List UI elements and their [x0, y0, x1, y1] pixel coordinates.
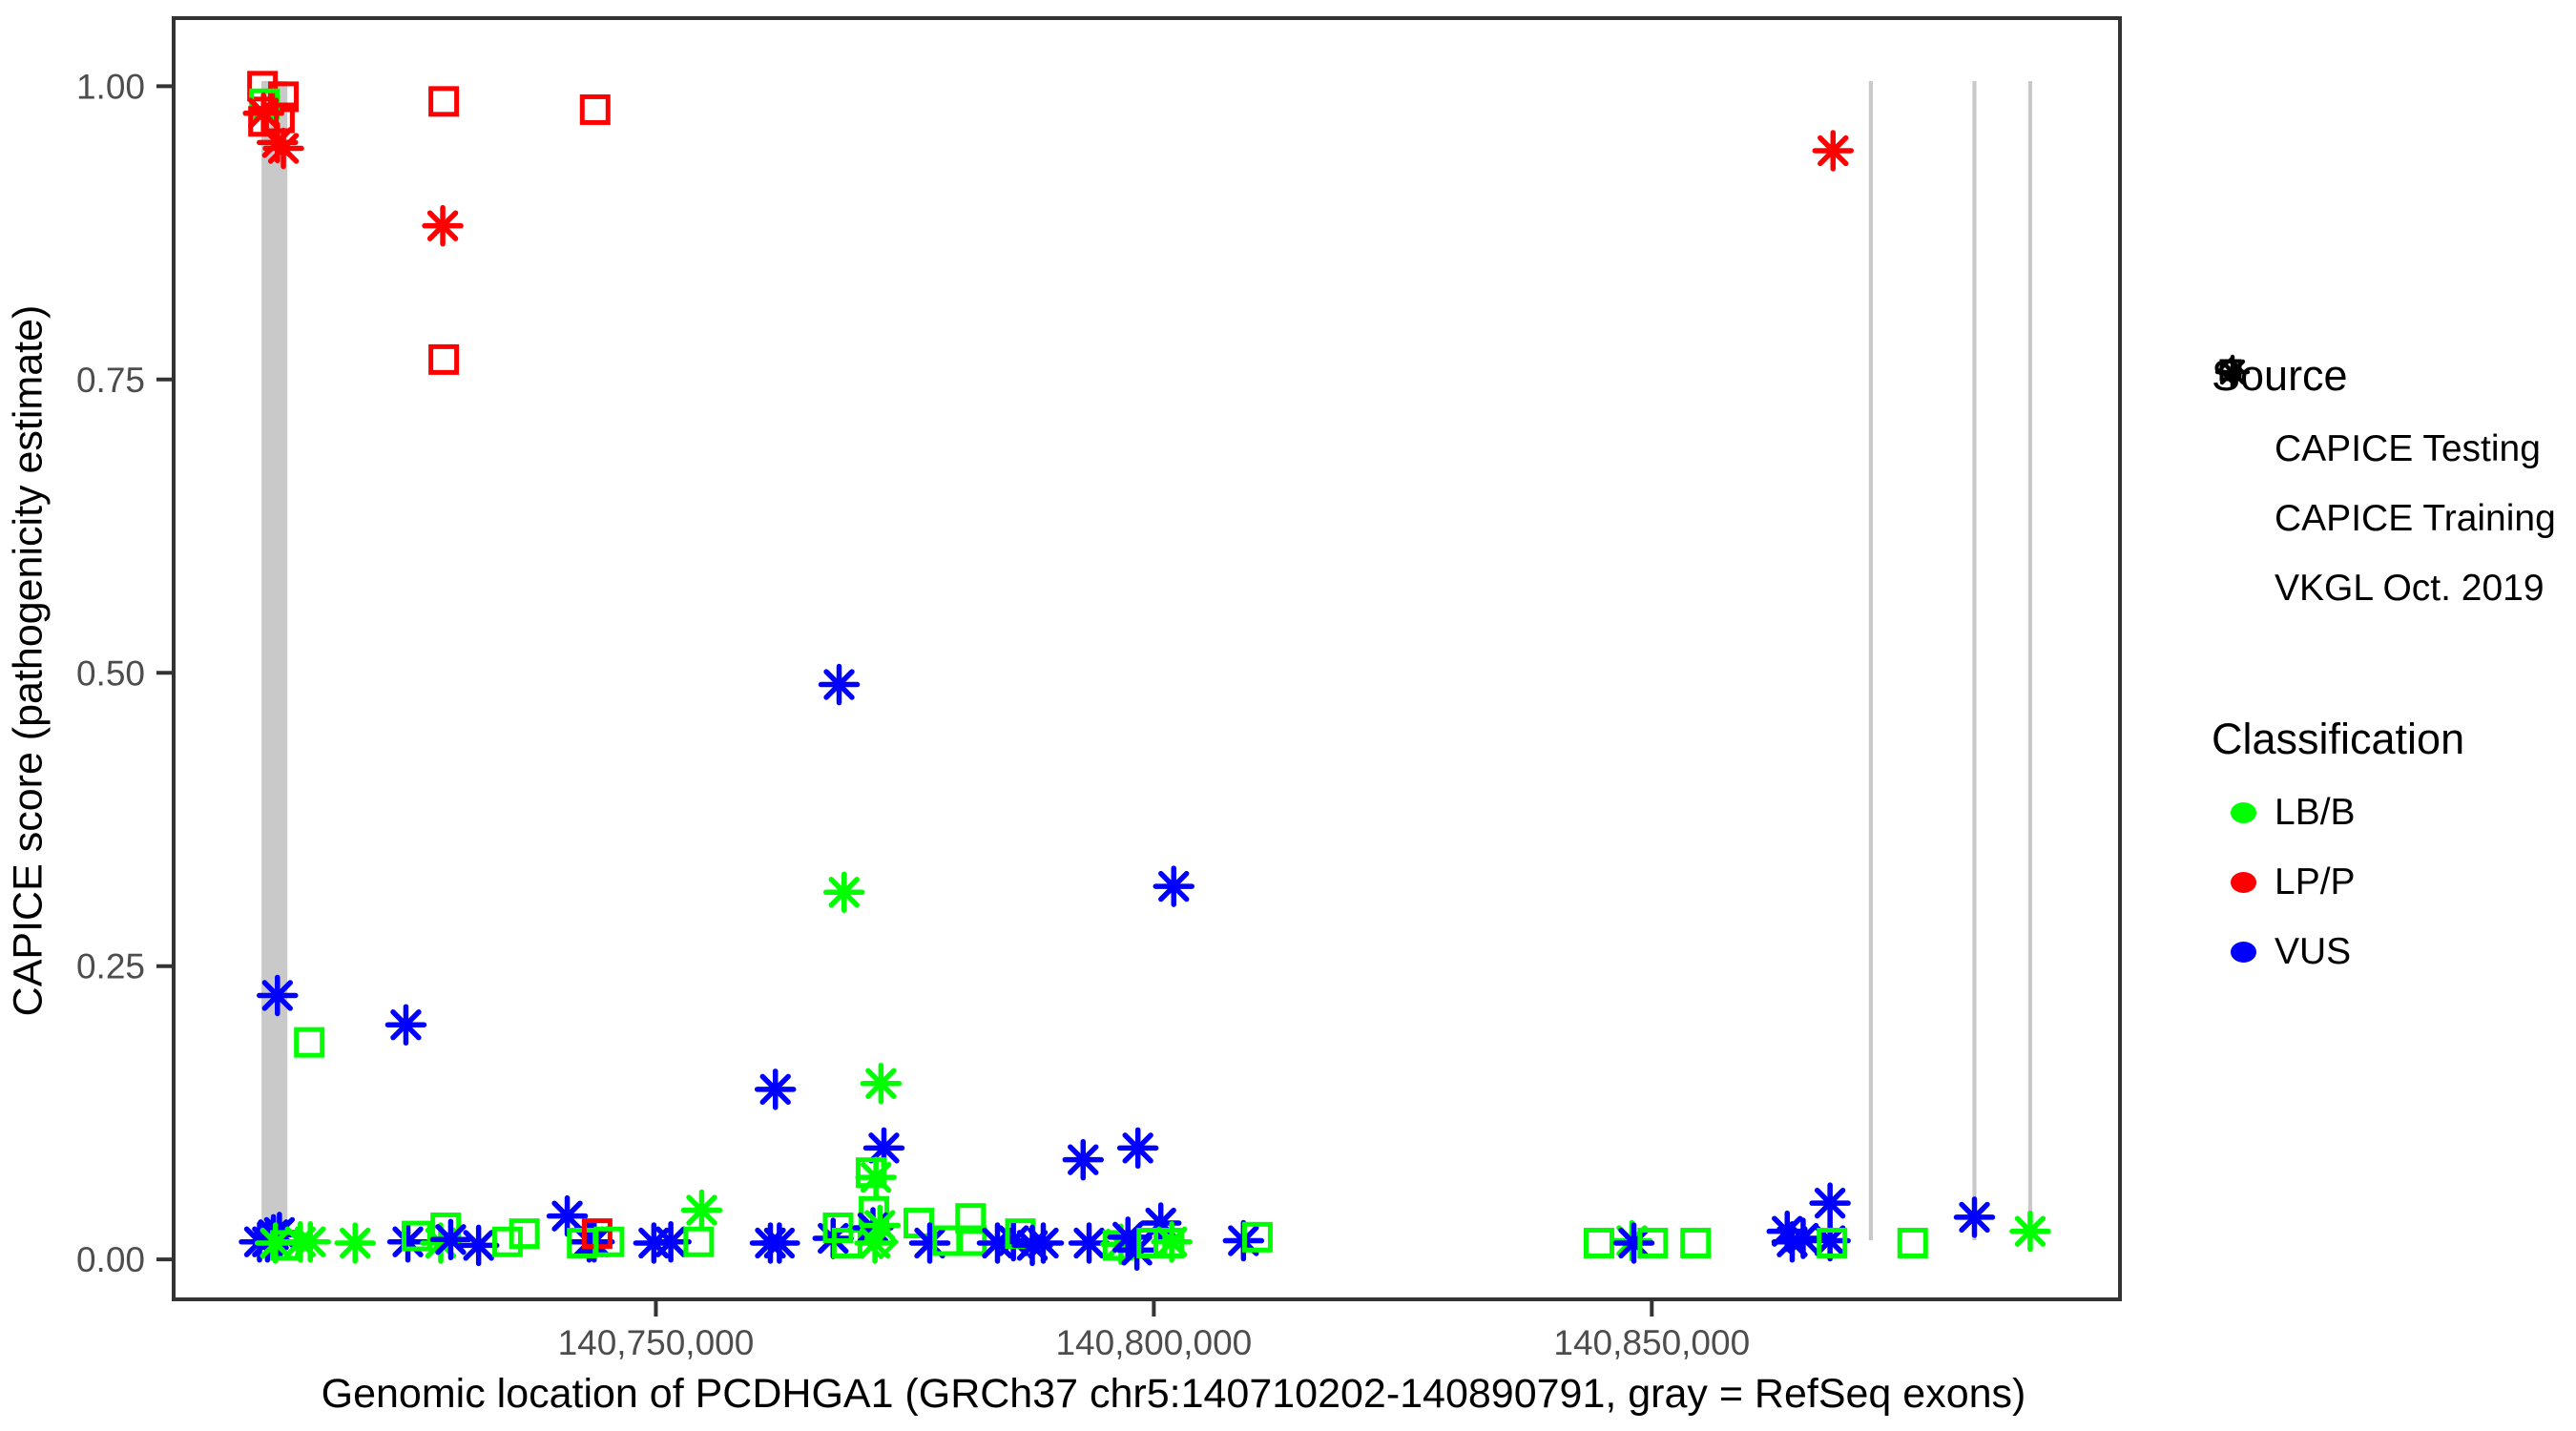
- data-point-asterisk: [429, 1218, 472, 1261]
- data-point-asterisk: [862, 1127, 905, 1170]
- data-point-asterisk: [860, 1062, 903, 1105]
- refseq-exon-bar: [2027, 81, 2033, 1240]
- data-point-asterisk: [650, 1220, 692, 1263]
- data-point-asterisk: [1953, 1196, 1996, 1238]
- legend-item-lbb: LB/B: [2212, 778, 2574, 847]
- y-axis-title: CAPICE score (pathogenicity estimate): [5, 304, 52, 1017]
- data-point-square: [593, 1226, 625, 1257]
- data-point-asterisk: [1612, 1222, 1655, 1264]
- data-point-square: [509, 1218, 540, 1250]
- data-point-asterisk: [1153, 865, 1195, 907]
- panel-border: [172, 16, 2122, 1301]
- data-point-asterisk: [1116, 1127, 1159, 1170]
- data-point-asterisk: [422, 204, 464, 247]
- data-point-asterisk: [289, 1220, 331, 1263]
- legend-item-label: LP/P: [2275, 861, 2356, 902]
- data-point-asterisk: [1151, 1220, 1193, 1263]
- data-point-square: [248, 106, 280, 137]
- y-tick-label: 0.75: [76, 361, 145, 400]
- refseq-exon-bar: [261, 81, 288, 1240]
- data-point-asterisk: [1062, 1138, 1105, 1181]
- y-tick-label: 0.50: [76, 653, 145, 693]
- x-tick-label: 140,750,000: [558, 1323, 755, 1362]
- data-point-asterisk: [384, 1004, 427, 1046]
- data-point-asterisk: [1022, 1222, 1065, 1264]
- legend-item-label: LB/B: [2275, 791, 2356, 833]
- data-point-square: [1817, 1227, 1848, 1258]
- data-point-square: [428, 86, 460, 117]
- x-tick-label: 140,850,000: [1553, 1323, 1750, 1362]
- x-tick-label: 140,800,000: [1055, 1323, 1252, 1362]
- data-point-square: [1680, 1227, 1712, 1258]
- data-point-asterisk: [1812, 130, 1855, 172]
- legend-classification-title: Classification: [2212, 715, 2465, 763]
- data-point-square: [955, 1203, 987, 1234]
- legend-item-vus: VUS: [2212, 917, 2574, 986]
- data-point-asterisk: [822, 871, 865, 913]
- legend-item-vkgl: VKGL Oct. 2019: [2212, 354, 2574, 623]
- legend-item-label: VUS: [2275, 930, 2352, 972]
- refseq-exon-bar: [1972, 81, 1977, 1240]
- x-axis-title: Genomic location of PCDHGA1 (GRCh37 chr5…: [321, 1371, 2026, 1417]
- legend-item-capice-testing: CAPICE Testing: [2212, 357, 2574, 484]
- data-point-asterisk: [818, 663, 861, 706]
- legend-item-capice-training: CAPICE Training: [2212, 359, 2574, 553]
- data-point-square: [904, 1208, 935, 1239]
- data-point-square: [579, 93, 611, 125]
- data-point-asterisk: [386, 1220, 429, 1263]
- data-point-square: [683, 1226, 715, 1257]
- data-point-asterisk: [457, 1224, 500, 1267]
- legend-source-title: Source: [2212, 351, 2348, 400]
- data-point-asterisk: [754, 1068, 797, 1110]
- data-point-asterisk: [855, 1156, 897, 1198]
- data-point-square: [491, 1226, 523, 1257]
- legend-item-label: CAPICE Testing: [2275, 427, 2541, 469]
- data-point-asterisk: [334, 1222, 376, 1264]
- data-point-asterisk: [2009, 1210, 2051, 1253]
- data-point-diamond: [862, 1223, 900, 1260]
- y-tick-label: 0.00: [76, 1240, 145, 1279]
- data-point-square: [428, 343, 460, 375]
- legend-item-label: CAPICE Training: [2275, 497, 2556, 539]
- refseq-exon-bar: [1868, 81, 1874, 1240]
- data-point-square: [268, 81, 300, 113]
- data-point-asterisk: [1809, 1182, 1851, 1224]
- data-point-square: [1583, 1227, 1614, 1258]
- data-point-square: [1637, 1227, 1669, 1258]
- y-tick-label: 1.00: [76, 67, 145, 106]
- legend-item-lpp: LP/P: [2212, 847, 2574, 917]
- data-point-square: [1241, 1221, 1273, 1253]
- legend: Source CAPICE Testing CAPICE Training: [2212, 351, 2574, 986]
- data-point-asterisk: [680, 1189, 723, 1232]
- data-point-asterisk: [262, 127, 304, 170]
- data-point-asterisk: [257, 974, 299, 1017]
- green-dot-icon: [2212, 801, 2275, 823]
- y-tick-label: 0.25: [76, 947, 145, 986]
- data-point-square: [294, 1027, 325, 1058]
- data-point-square: [401, 1220, 432, 1252]
- data-point-asterisk: [758, 1222, 800, 1264]
- legend-item-label: VKGL Oct. 2019: [2275, 567, 2545, 609]
- blue-dot-icon: [2212, 941, 2275, 963]
- red-dot-icon: [2212, 871, 2275, 893]
- data-point-square: [1897, 1227, 1928, 1258]
